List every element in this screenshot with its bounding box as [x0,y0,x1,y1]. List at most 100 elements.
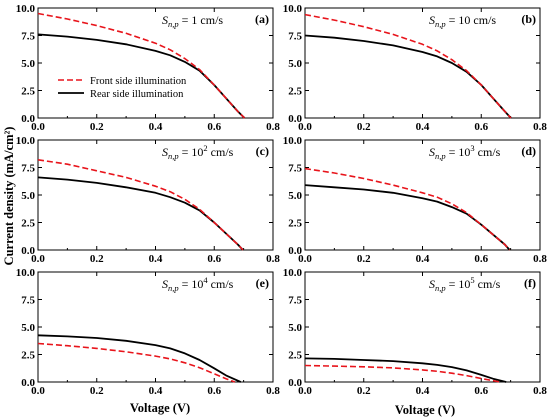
x-tick-label: 0.8 [533,385,547,397]
surface-recombination-label: Sn,p = 102 cm/s [162,143,234,161]
sn-subscript: n,p [168,283,179,293]
plot-frame [304,7,541,119]
sn-unit: cm/s [208,277,234,291]
sn-exponent: 5 [470,275,474,285]
sn-symbol: S [162,145,168,159]
x-tick-label: 0.8 [266,121,280,133]
x-tick-label: 0.4 [416,121,430,133]
x-tick-label: 0.2 [90,253,104,265]
y-tick-label: 7.5 [288,31,302,43]
front-illumination-line [37,159,244,251]
x-tick-label: 0.6 [474,385,488,397]
sn-subscript: n,p [435,283,446,293]
y-tick-label: 2.5 [21,218,35,230]
surface-recombination-label: Sn,p = 10 cm/s [429,13,496,29]
rear-illumination-line [37,176,244,251]
sn-symbol: S [429,145,435,159]
x-tick-label: 0.6 [207,253,221,265]
x-tick-label: 0.2 [90,121,104,133]
y-tick-label: 2.5 [21,86,35,98]
rear-illumination-line [37,334,242,383]
x-tick-label: 0.0 [298,385,312,397]
x-tick-label: 0.0 [31,121,45,133]
x-tick-label: 0.8 [266,253,280,265]
y-tick-label: 10.0 [16,267,36,279]
sn-subscript: n,p [435,151,446,161]
panel-f: 0.0 0.2 0.4 0.6 0.8 0.0 2.5 5.0 7.5 10.0 (f) Sn,p =… [283,267,548,397]
x-tick-label: 0.6 [474,253,488,265]
y-tick-label: 5.0 [288,322,302,334]
x-tick-label: 0.6 [207,385,221,397]
rear-illumination-line [304,184,511,251]
panel-letter: (b) [521,12,536,26]
sn-symbol: S [162,277,168,291]
x-tick-label: 0.0 [298,121,312,133]
x-tick-label: 0.2 [90,385,104,397]
panel-letter: (f) [524,276,536,290]
y-tick-label: 0.0 [288,245,302,257]
x-tick-label: 0.0 [298,253,312,265]
y-tick-label: 0.0 [21,245,35,257]
y-tick-label: 10.0 [283,135,303,147]
plot-frame [37,139,274,251]
legend-label: Front side illumination [90,76,187,87]
panel-letter: (c) [256,144,269,158]
x-tick-label: 0.4 [416,253,430,265]
x-tick-label: 0.8 [533,253,547,265]
rear-illumination-line [37,33,246,119]
sn-equals: = 10 [179,277,204,291]
y-tick-label: 5.0 [288,190,302,202]
y-tick-label: 5.0 [21,190,35,202]
y-tick-label: 10.0 [283,267,303,279]
y-tick-label: 5.0 [21,322,35,334]
y-tick-label: 7.5 [21,295,35,307]
x-tick-label: 0.6 [474,121,488,133]
front-illumination-line [304,13,512,119]
front-illumination-line [304,167,511,251]
sn-unit: cm/s [197,13,223,27]
y-tick-label: 10.0 [16,135,36,147]
x-tick-label: 0.2 [357,253,371,265]
y-tick-label: 2.5 [288,350,302,362]
sn-unit: cm/s [475,145,501,159]
sn-unit: cm/s [470,13,496,27]
rear-illumination-line [304,357,507,383]
sn-unit: cm/s [475,277,501,291]
y-tick-label: 5.0 [288,58,302,70]
rear-illumination-line [304,34,512,119]
panel-letter: (d) [521,144,536,158]
x-tick-label: 0.8 [266,385,280,397]
y-tick-label: 7.5 [21,31,35,43]
surface-recombination-label: Sn,p = 104 cm/s [162,275,234,293]
plot-frame [37,7,274,119]
x-tick-label: 0.8 [533,121,547,133]
front-illumination-line [304,364,501,383]
y-tick-label: 10.0 [283,3,303,15]
y-tick-label: 10.0 [16,3,36,15]
sn-symbol: S [429,13,435,27]
panel-d: 0.0 0.2 0.4 0.6 0.8 0.0 2.5 5.0 7.5 10.0 (d) Sn,p =… [283,135,548,265]
panel-e: 0.0 0.2 0.4 0.6 0.8 0.0 2.5 5.0 7.5 10.0 (e) Sn,p =… [16,267,281,397]
panels-group: 0.0 0.2 0.4 0.6 0.8 0.0 2.5 5.0 7.5 10.0 (a) Sn,p =… [16,3,548,397]
x-tick-label: 0.2 [357,385,371,397]
surface-recombination-label: Sn,p = 1 cm/s [162,13,223,29]
sn-subscript: n,p [168,19,179,29]
legend-label: Rear side illumination [90,89,184,100]
y-tick-label: 0.0 [21,377,35,389]
x-axis-title-left: Voltage (V) [130,401,190,415]
legend: Front side illumination Rear side illumin… [58,76,187,100]
x-tick-label: 0.2 [357,121,371,133]
x-tick-label: 0.4 [149,253,163,265]
y-tick-label: 2.5 [288,218,302,230]
sn-exponent: 4 [203,275,208,285]
panel-c: 0.0 0.2 0.4 0.6 0.8 0.0 2.5 5.0 7.5 10.0 (c) Sn,p =… [16,135,281,265]
sn-exponent: 3 [470,143,474,153]
plot-frame [37,271,274,383]
y-tick-label: 0.0 [288,377,302,389]
y-tick-label: 7.5 [21,163,35,175]
surface-recombination-label: Sn,p = 103 cm/s [429,143,501,161]
front-illumination-line [37,342,236,383]
surface-recombination-label: Sn,p = 105 cm/s [429,275,501,293]
x-tick-label: 0.4 [149,385,163,397]
